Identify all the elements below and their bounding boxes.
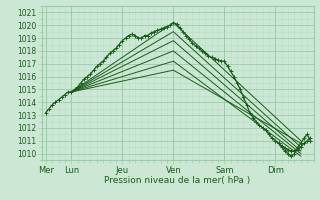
X-axis label: Pression niveau de la mer( hPa ): Pression niveau de la mer( hPa ) [104,176,251,185]
